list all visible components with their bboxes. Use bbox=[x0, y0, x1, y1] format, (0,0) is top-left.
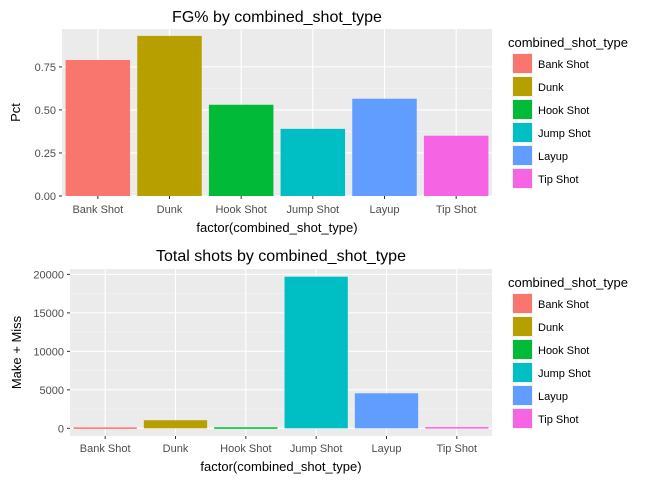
bar-layup bbox=[352, 98, 417, 196]
legend-label: Bank Shot bbox=[538, 59, 589, 71]
legend-swatch-dunk bbox=[513, 317, 532, 336]
x-tick-label: Dunk bbox=[163, 443, 189, 455]
y-tick-label: 0.75 bbox=[35, 62, 56, 74]
bar-tip-shot bbox=[425, 427, 489, 429]
x-axis-label: factor(combined_shot_type) bbox=[200, 459, 361, 474]
legend-swatch-dunk bbox=[513, 77, 532, 96]
legend-label: Bank Shot bbox=[538, 299, 589, 311]
x-axis-label: factor(combined_shot_type) bbox=[196, 220, 357, 235]
x-tick-label: Bank Shot bbox=[72, 204, 123, 216]
bar-hook-shot bbox=[214, 427, 278, 429]
legend-label: Jump Shot bbox=[538, 368, 591, 380]
x-tick-label: Layup bbox=[370, 204, 400, 216]
bar-jump-shot bbox=[280, 128, 346, 196]
y-tick-label: 15000 bbox=[33, 308, 64, 320]
legend-label: Tip Shot bbox=[538, 174, 579, 186]
legend-swatch-jump-shot bbox=[513, 363, 532, 382]
legend-title: combined_shot_type bbox=[508, 35, 628, 50]
legend-swatch-hook-shot bbox=[513, 100, 532, 119]
chart-title: FG% by combined_shot_type bbox=[172, 9, 382, 26]
legend-swatch-tip-shot bbox=[513, 409, 532, 428]
legend: combined_shot_type Bank Shot Dunk Hook Shot… bbox=[508, 35, 628, 189]
y-tick-label: 10000 bbox=[33, 346, 64, 358]
bar-bank-shot bbox=[65, 59, 131, 197]
x-tick-label: Hook Shot bbox=[220, 443, 271, 455]
legend: combined_shot_type Bank Shot Dunk Hook Shot… bbox=[508, 275, 628, 429]
x-tick-label: Bank Shot bbox=[80, 443, 131, 455]
legend-title: combined_shot_type bbox=[508, 275, 628, 290]
legend-swatch-layup bbox=[513, 386, 532, 405]
legend-label: Layup bbox=[538, 151, 568, 163]
bar-dunk bbox=[143, 420, 208, 429]
bar-bank-shot bbox=[73, 427, 137, 429]
legend-swatch-jump-shot bbox=[513, 123, 532, 142]
bar-tip-shot bbox=[423, 135, 489, 196]
chart-title: Total shots by combined_shot_type bbox=[156, 248, 406, 265]
x-tick-label: Tip Shot bbox=[436, 204, 477, 216]
legend-swatch-bank-shot bbox=[513, 54, 532, 73]
legend-swatch-layup bbox=[513, 146, 532, 165]
legend-label: Layup bbox=[538, 391, 568, 403]
plot-panel bbox=[62, 29, 492, 196]
legend-label: Jump Shot bbox=[538, 128, 591, 140]
x-tick-label: Dunk bbox=[157, 204, 183, 216]
legend-swatch-hook-shot bbox=[513, 340, 532, 359]
y-tick-label: 0.00 bbox=[35, 191, 56, 203]
y-tick-label: 5000 bbox=[40, 385, 64, 397]
y-tick-label: 20000 bbox=[33, 269, 64, 281]
bar-hook-shot bbox=[208, 104, 274, 196]
y-axis-label: Pct bbox=[8, 103, 23, 122]
y-tick-label: 0.25 bbox=[35, 148, 56, 160]
legend-swatch-bank-shot bbox=[513, 294, 532, 313]
y-axis-label: Make + Miss bbox=[9, 315, 24, 389]
legend-label: Dunk bbox=[538, 322, 564, 334]
x-tick-label: Tip Shot bbox=[437, 443, 478, 455]
y-tick-label: 0 bbox=[58, 423, 64, 435]
legend-label: Hook Shot bbox=[538, 105, 589, 117]
x-tick-label: Jump Shot bbox=[287, 204, 340, 216]
y-tick-label: 0.50 bbox=[35, 105, 56, 117]
legend-label: Tip Shot bbox=[538, 414, 579, 426]
plot-panel bbox=[70, 269, 492, 436]
x-tick-label: Jump Shot bbox=[290, 443, 343, 455]
chart-2: 0 5000 10000 15000 20000 Bank Shot Dunk Hook Sh… bbox=[9, 248, 628, 474]
bar-layup bbox=[354, 393, 419, 429]
legend-label: Hook Shot bbox=[538, 345, 589, 357]
x-tick-label: Hook Shot bbox=[215, 204, 266, 216]
legend-swatch-tip-shot bbox=[513, 169, 532, 188]
bar-jump-shot bbox=[284, 276, 348, 429]
x-tick-label: Layup bbox=[372, 443, 402, 455]
bar-dunk bbox=[137, 35, 202, 196]
legend-label: Dunk bbox=[538, 82, 564, 94]
chart-1: 0.00 0.25 0.50 0.75 Bank Shot Dunk Hook Shot Ju… bbox=[8, 9, 628, 235]
